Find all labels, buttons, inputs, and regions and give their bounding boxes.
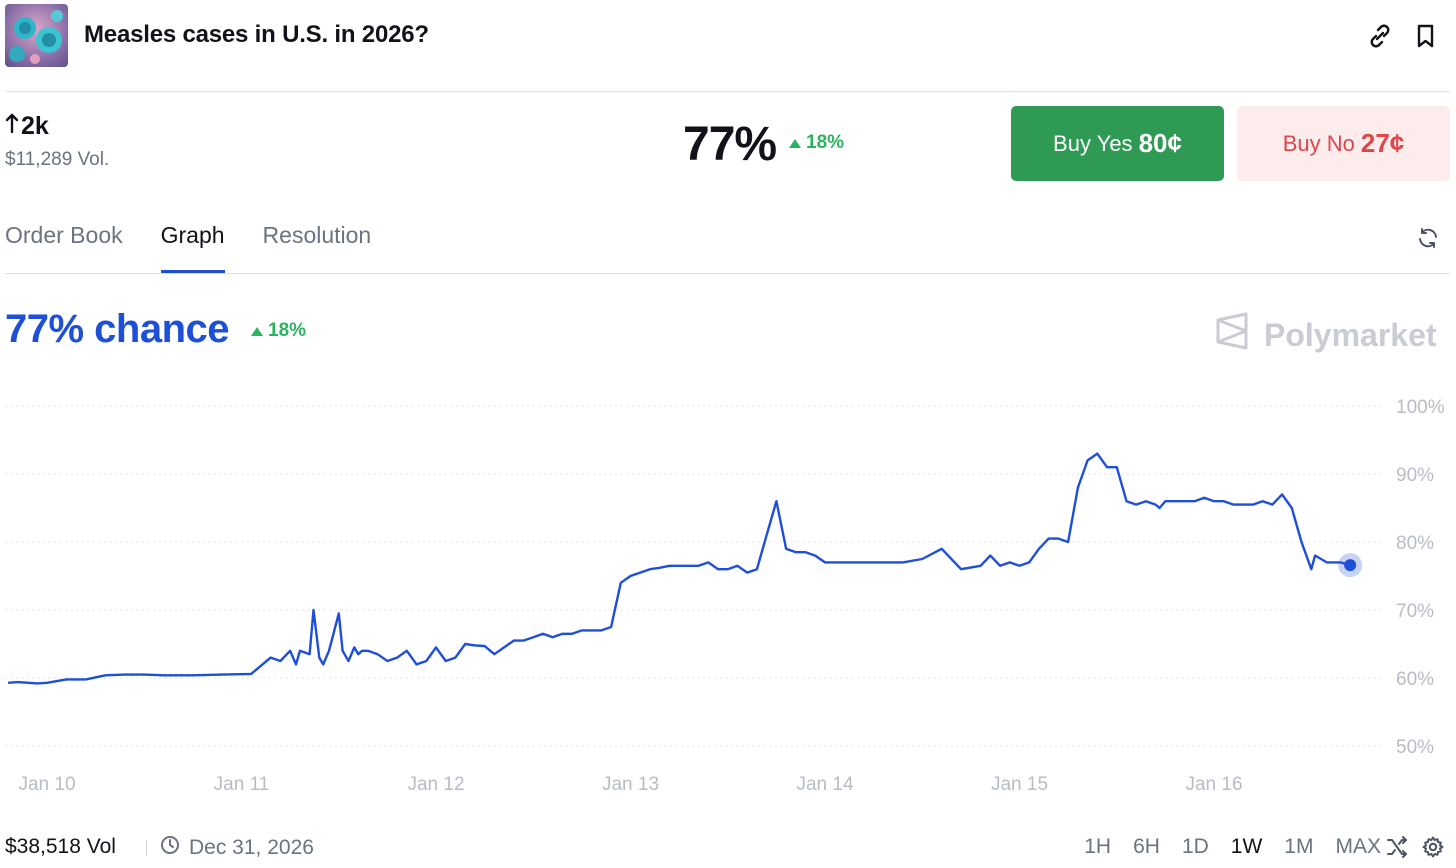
chance-change: 18%: [251, 320, 306, 342]
chart-footer: $38,518 Vol Dec 31, 2026 1H 6H 1D 1W 1M …: [5, 835, 1451, 865]
tab-bar: Order Book Graph Resolution: [5, 222, 409, 273]
end-date: Dec 31, 2026: [160, 835, 314, 861]
triangle-up-icon: [789, 138, 801, 148]
clock-icon: [160, 835, 180, 861]
buy-yes-button[interactable]: Buy Yes 80¢: [1011, 106, 1224, 181]
range-max[interactable]: MAX: [1335, 835, 1381, 858]
range-1m[interactable]: 1M: [1284, 835, 1314, 858]
x-tick-label: Jan 11: [214, 774, 270, 795]
tab-resolution[interactable]: Resolution: [262, 222, 372, 248]
time-range-selector: 1H 6H 1D 1W 1M MAX: [1084, 835, 1381, 859]
market-title: Measles cases in U.S. in 2026?: [84, 21, 429, 48]
polymarket-logo-icon: [1214, 312, 1250, 358]
tab-graph[interactable]: Graph: [160, 222, 225, 273]
probability-change: 18%: [789, 132, 844, 154]
market-header: Measles cases in U.S. in 2026?: [0, 0, 1456, 92]
probability-chart: 100% 90% 80% 70% 60% 50% Jan 10 Jan 11 Jan 12 Ja…: [5, 397, 1445, 795]
tab-divider: [5, 273, 1450, 274]
bookmark-icon[interactable]: [1412, 22, 1440, 50]
polymarket-watermark: Polymarket: [1214, 312, 1437, 358]
tab-order-book[interactable]: Order Book: [5, 222, 123, 248]
header-divider: [5, 91, 1450, 92]
x-tick-label: Jan 15: [991, 774, 1048, 795]
probability-change-value: 18%: [806, 132, 845, 153]
range-6h[interactable]: 6H: [1133, 835, 1160, 858]
traders-value: 2k: [21, 112, 49, 140]
y-tick-label: 80%: [1396, 533, 1434, 554]
market-volume: $11,289 Vol.: [5, 149, 110, 170]
arrow-up-icon: [5, 112, 19, 141]
buy-no-label: Buy No: [1282, 130, 1355, 156]
y-tick-label: 90%: [1396, 465, 1434, 486]
y-tick-label: 100%: [1396, 397, 1445, 418]
chance-change-value: 18%: [268, 320, 307, 341]
chance-label: 77% chance: [5, 307, 230, 351]
buy-yes-price: 80¢: [1138, 128, 1182, 158]
current-probability: 77%: [683, 118, 777, 171]
range-1w[interactable]: 1W: [1230, 835, 1263, 858]
x-tick-label: Jan 10: [18, 774, 75, 795]
shuffle-icon[interactable]: [1385, 835, 1409, 859]
market-stats: 2k $11,289 Vol.: [5, 112, 109, 171]
settings-icon[interactable]: [1421, 835, 1445, 859]
y-tick-label: 50%: [1396, 737, 1434, 758]
footer-separator: [146, 840, 147, 856]
y-tick-label: 70%: [1396, 601, 1434, 622]
traders-count: 2k: [5, 112, 109, 141]
x-tick-label: Jan 16: [1185, 774, 1242, 795]
last-point-marker: [1344, 559, 1357, 572]
range-1d[interactable]: 1D: [1181, 835, 1209, 858]
x-tick-label: Jan 13: [602, 774, 659, 795]
total-volume: $38,518 Vol: [5, 835, 116, 858]
virus-thumbnail-icon: [5, 4, 68, 67]
x-tick-label: Jan 12: [407, 774, 464, 795]
buy-yes-label: Buy Yes: [1053, 130, 1133, 156]
watermark-text: Polymarket: [1264, 316, 1437, 353]
buy-no-button[interactable]: Buy No 27¢: [1237, 106, 1450, 181]
end-date-value: Dec 31, 2026: [189, 836, 314, 859]
range-1h[interactable]: 1H: [1084, 835, 1112, 858]
buy-no-price: 27¢: [1360, 128, 1405, 158]
link-icon[interactable]: [1366, 22, 1394, 50]
y-tick-label: 60%: [1396, 669, 1434, 690]
x-tick-label: Jan 14: [796, 774, 853, 795]
refresh-icon[interactable]: [1416, 226, 1440, 250]
probability-line: [8, 452, 1351, 685]
triangle-up-icon: [251, 326, 263, 336]
